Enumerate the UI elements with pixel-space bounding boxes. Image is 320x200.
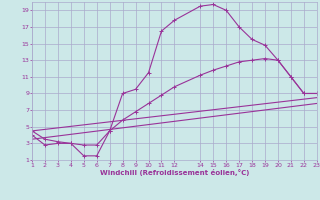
- X-axis label: Windchill (Refroidissement éolien,°C): Windchill (Refroidissement éolien,°C): [100, 169, 249, 176]
